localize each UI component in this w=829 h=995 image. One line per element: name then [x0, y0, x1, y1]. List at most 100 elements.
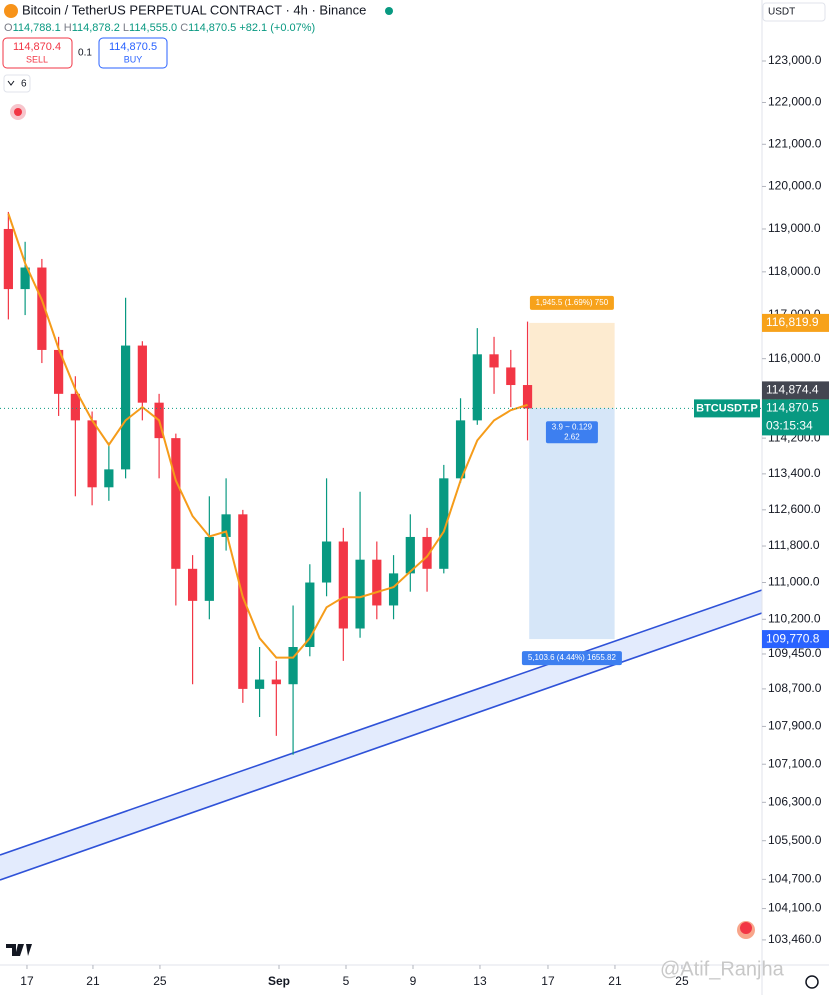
- candle-body: [137, 345, 147, 403]
- candle-body: [455, 420, 466, 479]
- candle-body: [54, 349, 64, 394]
- watermark: @Atif_Ranjha: [660, 958, 785, 980]
- x-tick-label: 25: [153, 974, 167, 988]
- candle-body: [87, 420, 97, 488]
- y-tick-label: 105,500.0: [768, 833, 822, 847]
- buy-button[interactable]: 114,870.5 BUY: [98, 37, 168, 69]
- y-tick-label: 104,700.0: [768, 872, 822, 886]
- candle-body: [120, 345, 131, 470]
- y-tick-label: 120,000.0: [768, 179, 822, 193]
- candle-body: [522, 385, 533, 409]
- candle-body: [20, 267, 30, 290]
- coin-icon: [4, 4, 18, 18]
- y-tick-label: 107,900.0: [768, 719, 822, 733]
- moving-average: [7, 213, 528, 659]
- ohlc-value: 114,555.0: [129, 22, 177, 34]
- candle-body: [355, 559, 365, 629]
- price-tag: 109,770.8: [766, 631, 820, 645]
- candle-body: [104, 469, 114, 488]
- candle-body: [405, 536, 415, 574]
- y-tick-label: 108,700.0: [768, 681, 822, 695]
- candle-body: [238, 514, 248, 689]
- target-label: 1,945.5 (1.69%) 750: [536, 298, 609, 307]
- sell-box[interactable]: [2, 37, 73, 69]
- quantity[interactable]: 0.1: [78, 48, 92, 59]
- buy-label[interactable]: BUY: [124, 54, 143, 64]
- x-tick-label: 5: [343, 974, 350, 988]
- x-tick-label: 17: [20, 974, 34, 988]
- y-tick-label: 121,000.0: [768, 136, 822, 150]
- x-tick-label: Sep: [268, 974, 290, 988]
- ohlc-value: 114,870.5: [188, 22, 236, 34]
- x-tick-label: 21: [86, 974, 100, 988]
- candle-body: [3, 228, 13, 290]
- y-tick-label: 122,000.0: [768, 95, 822, 109]
- candle-body: [271, 679, 281, 685]
- sell-label[interactable]: SELL: [26, 54, 48, 64]
- risk-label-box: [545, 421, 598, 444]
- price-tag-box: [762, 381, 829, 400]
- candle-body: [388, 573, 399, 606]
- buy-price[interactable]: 114,870.5: [109, 41, 157, 53]
- candle-body: [254, 679, 265, 689]
- currency-box[interactable]: [762, 2, 826, 22]
- settings-icon[interactable]: [805, 975, 819, 989]
- candle-body: [321, 541, 332, 583]
- price-tag: 114,874.4: [766, 383, 819, 397]
- alert-icon-dot: [740, 922, 752, 934]
- y-tick-label: 116,000.0: [768, 351, 821, 365]
- candle-body: [439, 478, 449, 569]
- stop-zone: [529, 408, 615, 640]
- candle-body: [372, 559, 382, 606]
- ohlc-letter: L: [123, 22, 129, 34]
- y-tick-label: 104,100.0: [768, 901, 822, 915]
- tv-logo[interactable]: [6, 944, 32, 956]
- status-dot: [385, 7, 393, 15]
- countdown: 03:15:34: [766, 419, 813, 433]
- record-icon-dot: [14, 108, 22, 116]
- sell-button[interactable]: 114,870.4 SELL: [2, 37, 73, 69]
- candle-body: [171, 438, 181, 569]
- candle-body: [338, 541, 348, 629]
- buy-box[interactable]: [98, 37, 168, 69]
- y-tick-label: 123,000.0: [768, 53, 822, 67]
- y-tick-label: 111,800.0: [768, 538, 820, 552]
- ohlc-letter: H: [64, 22, 72, 34]
- price-tag-box: [762, 630, 829, 649]
- x-tick-label: 13: [473, 974, 487, 988]
- currency[interactable]: USDT: [768, 7, 795, 18]
- symbol-tag-box: [694, 399, 760, 418]
- y-tick-label: 103,460.0: [768, 932, 822, 946]
- candle-body: [70, 393, 80, 421]
- y-tick-label: 118,000.0: [768, 264, 821, 278]
- candle-body: [204, 536, 214, 601]
- stop-label-box: [521, 651, 622, 666]
- candle-body: [472, 354, 482, 421]
- risk-label: 3.9 ~ 0.129: [552, 422, 593, 431]
- x-tick-label: 21: [608, 974, 622, 988]
- candle-body: [221, 514, 231, 537]
- candle-body: [305, 582, 315, 648]
- ohlc-value: 114,788.1: [13, 22, 61, 34]
- target-zone: [529, 322, 615, 409]
- y-tick-label: 113,400.0: [768, 466, 821, 480]
- ohlc-value: 114,878.2: [72, 22, 120, 34]
- x-tick-label: 17: [541, 974, 555, 988]
- price-tag-box: [762, 313, 829, 332]
- indicator-toggle[interactable]: [3, 74, 31, 93]
- ohlc-letter: C: [180, 22, 188, 34]
- indicator-count[interactable]: 6: [21, 79, 27, 90]
- y-tick-label: 111,000.0: [768, 575, 820, 589]
- candle-body: [37, 267, 47, 350]
- candle-body: [187, 568, 198, 601]
- y-tick-label: 110,200.0: [768, 611, 821, 625]
- price-tag-box: [762, 399, 829, 436]
- ohlc-letter: O: [4, 22, 13, 34]
- channel-line: [0, 612, 763, 881]
- candle-body: [489, 354, 499, 368]
- y-tick-label: 107,100.0: [768, 756, 822, 770]
- sell-price[interactable]: 114,870.4: [13, 41, 61, 53]
- y-tick-label: 106,300.0: [768, 794, 822, 808]
